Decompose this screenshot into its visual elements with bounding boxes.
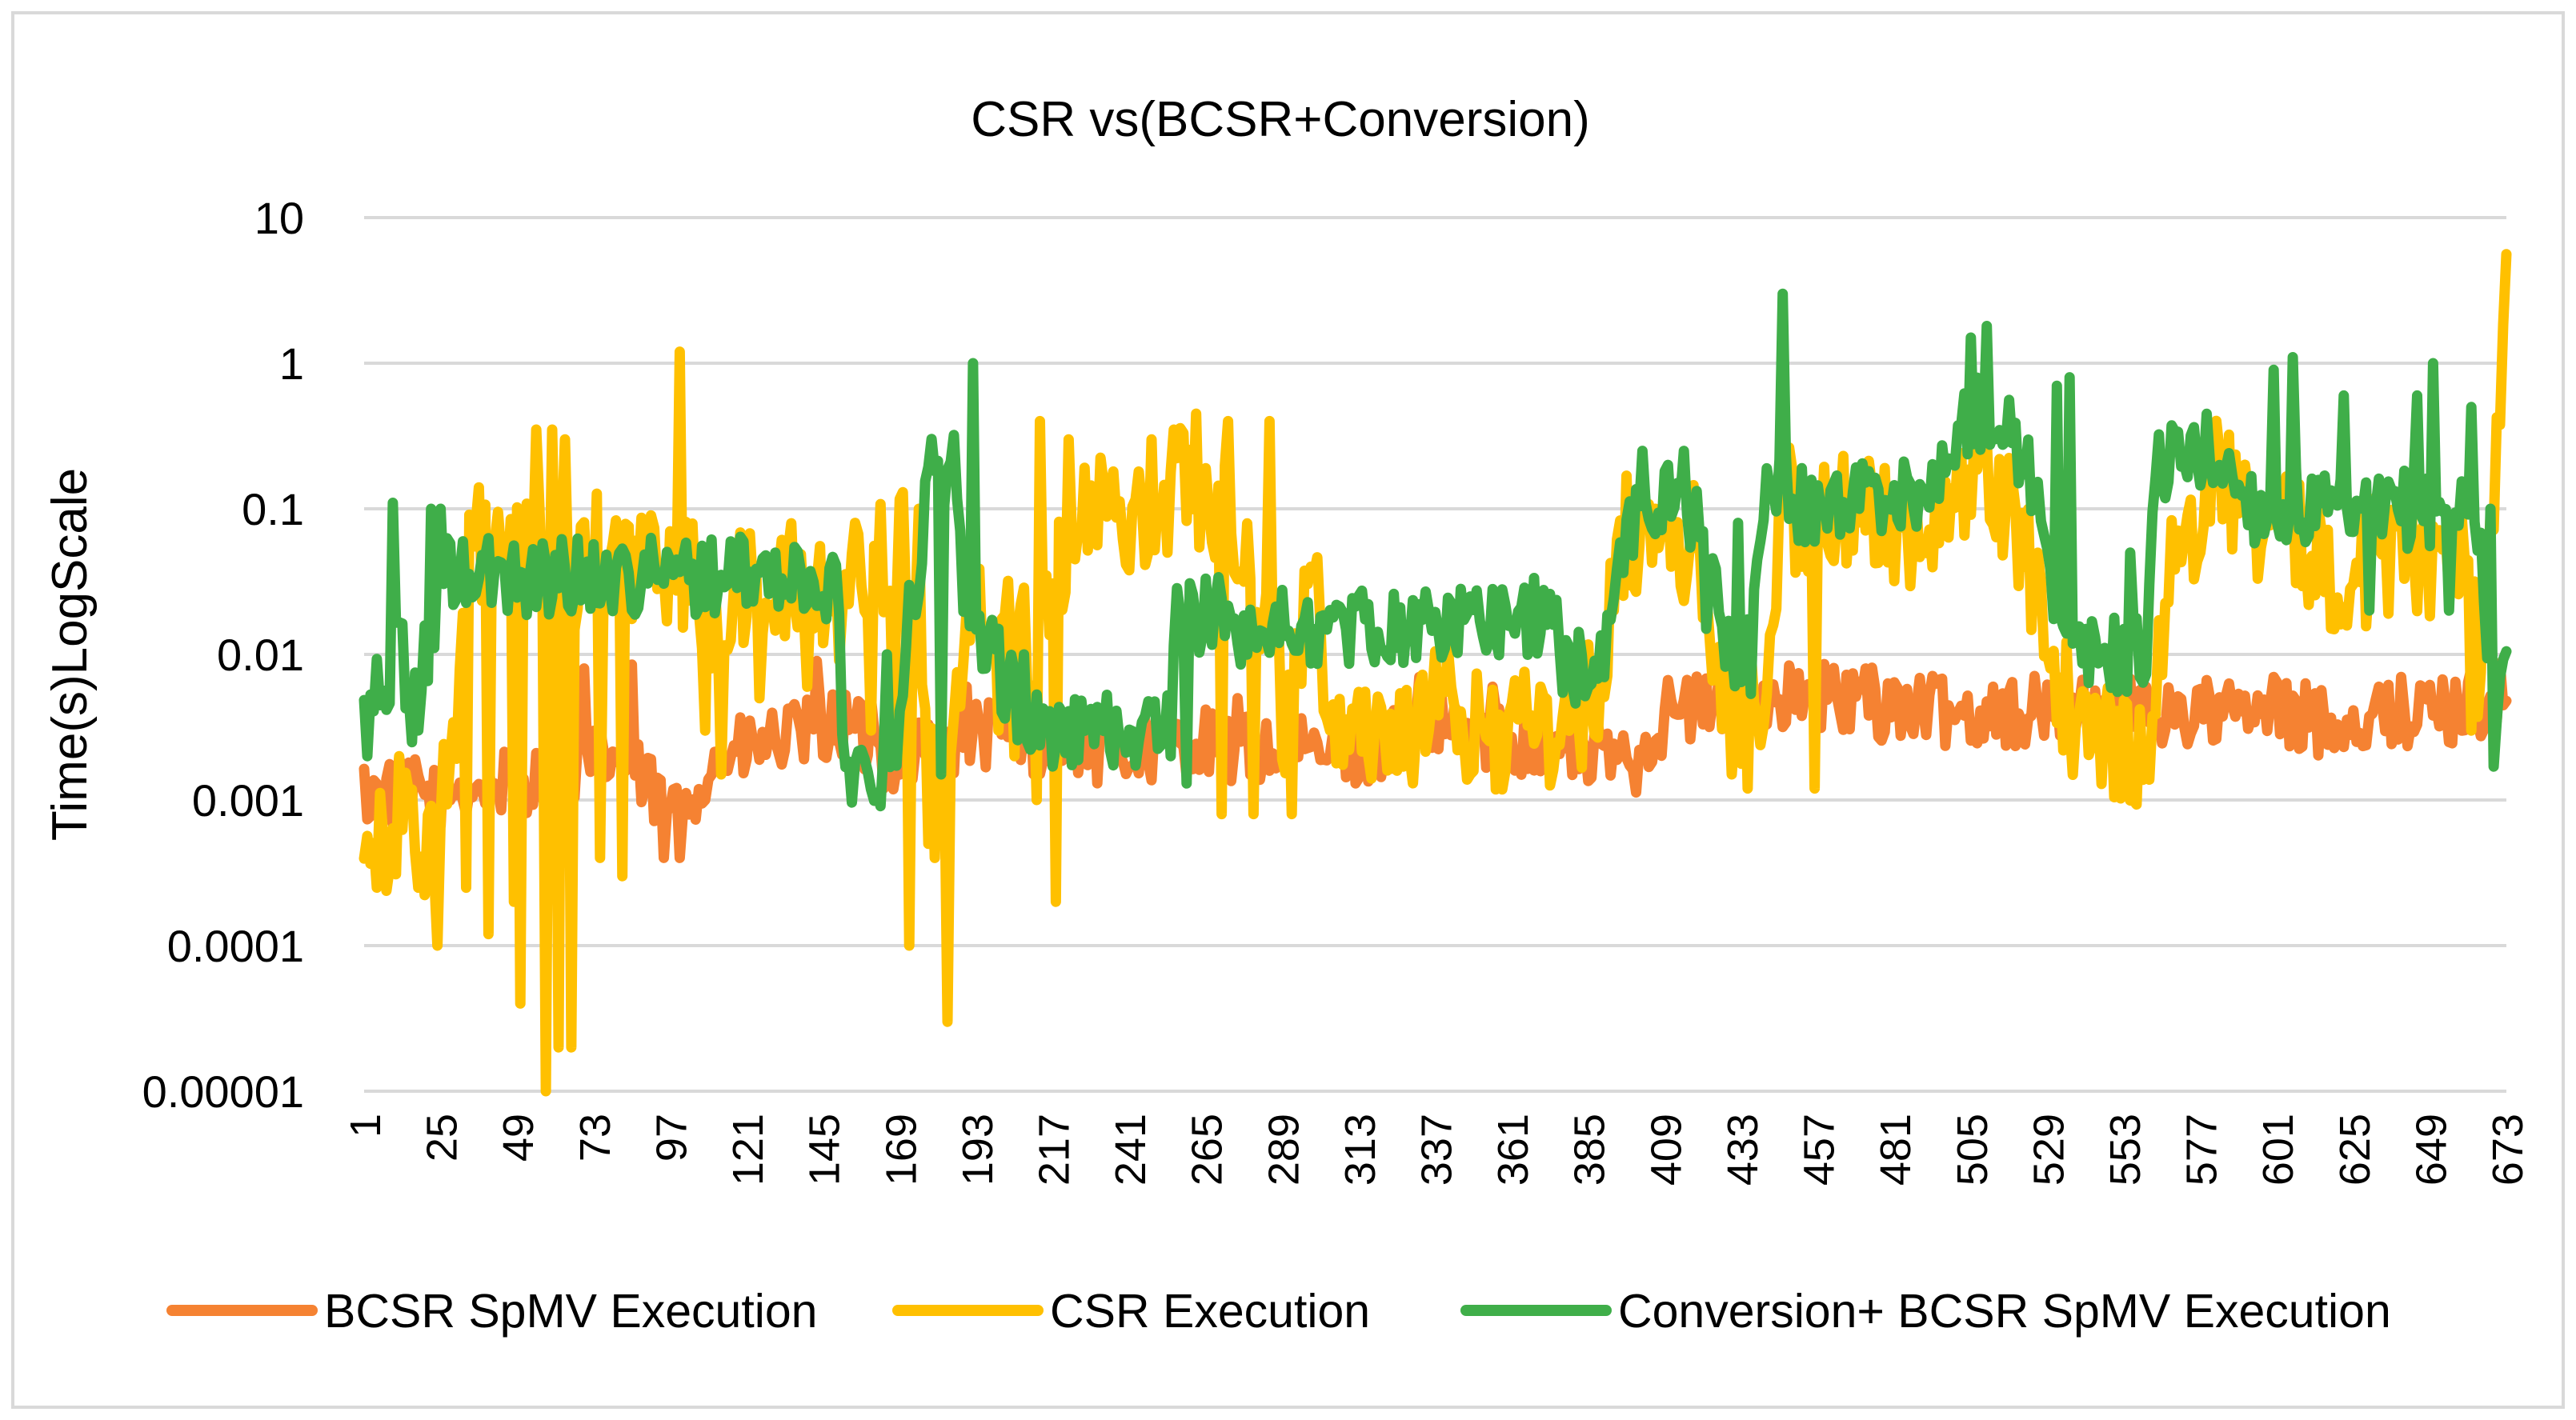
y-axis-tick-labels: 10 1 0.1 0.01 0.001 0.0001 0.00001 (142, 193, 304, 1117)
x-tick-label: 457 (1796, 1114, 1844, 1186)
x-tick-label: 337 (1413, 1114, 1461, 1186)
x-tick-label: 289 (1260, 1114, 1308, 1186)
x-tick-label: 265 (1184, 1114, 1232, 1186)
y-tick-label: 0.0001 (167, 921, 304, 971)
series-line (359, 249, 2512, 1097)
x-axis-tick-labels: 1 25 49 73 97 121 145 169 193 217 241 265 289 313 337 3… (342, 1114, 2532, 1186)
y-tick-label: 1 (279, 338, 304, 389)
series-line (359, 288, 2512, 812)
x-tick-label: 49 (495, 1114, 543, 1162)
x-tick-label: 673 (2484, 1114, 2532, 1186)
x-tick-label: 649 (2407, 1114, 2455, 1186)
x-tick-label: 193 (954, 1114, 1002, 1186)
x-tick-label: 145 (801, 1114, 849, 1186)
x-tick-label: 73 (571, 1114, 619, 1162)
x-tick-label: 121 (724, 1114, 772, 1186)
x-tick-label: 625 (2331, 1114, 2379, 1186)
chart-title: CSR vs(BCSR+Conversion) (971, 92, 1590, 147)
y-axis-label: Time(s)LogScale (42, 468, 98, 841)
x-tick-label: 505 (1949, 1114, 1997, 1186)
y-tick-label: 0.00001 (142, 1066, 304, 1117)
x-tick-label: 25 (419, 1114, 467, 1162)
x-tick-label: 217 (1030, 1114, 1078, 1186)
plot-area (359, 249, 2512, 1097)
x-tick-label: 601 (2254, 1114, 2302, 1186)
x-tick-label: 553 (2101, 1114, 2149, 1186)
x-tick-label: 577 (2178, 1114, 2226, 1186)
y-tick-label: 0.1 (242, 484, 304, 534)
x-tick-label: 361 (1489, 1114, 1537, 1186)
x-tick-label: 241 (1107, 1114, 1155, 1186)
legend-entry: CSR Execution (1050, 1285, 1370, 1338)
y-tick-label: 0.01 (217, 630, 304, 680)
legend-entry: BCSR SpMV Execution (324, 1285, 817, 1338)
x-tick-label: 433 (1719, 1114, 1767, 1186)
legend: BCSR SpMV Execution CSR Execution Conversi… (166, 1285, 2391, 1338)
x-tick-label: 409 (1642, 1114, 1690, 1186)
x-tick-label: 97 (647, 1114, 695, 1162)
x-tick-label: 529 (2025, 1114, 2073, 1186)
legend-entry: Conversion+ BCSR SpMV Execution (1618, 1285, 2391, 1338)
y-tick-label: 10 (254, 193, 304, 243)
x-tick-label: 169 (877, 1114, 925, 1186)
x-tick-label: 313 (1336, 1114, 1384, 1186)
x-tick-label: 385 (1566, 1114, 1614, 1186)
x-tick-label: 1 (342, 1114, 390, 1138)
x-tick-label: 481 (1872, 1114, 1920, 1186)
y-tick-label: 0.001 (192, 775, 304, 826)
